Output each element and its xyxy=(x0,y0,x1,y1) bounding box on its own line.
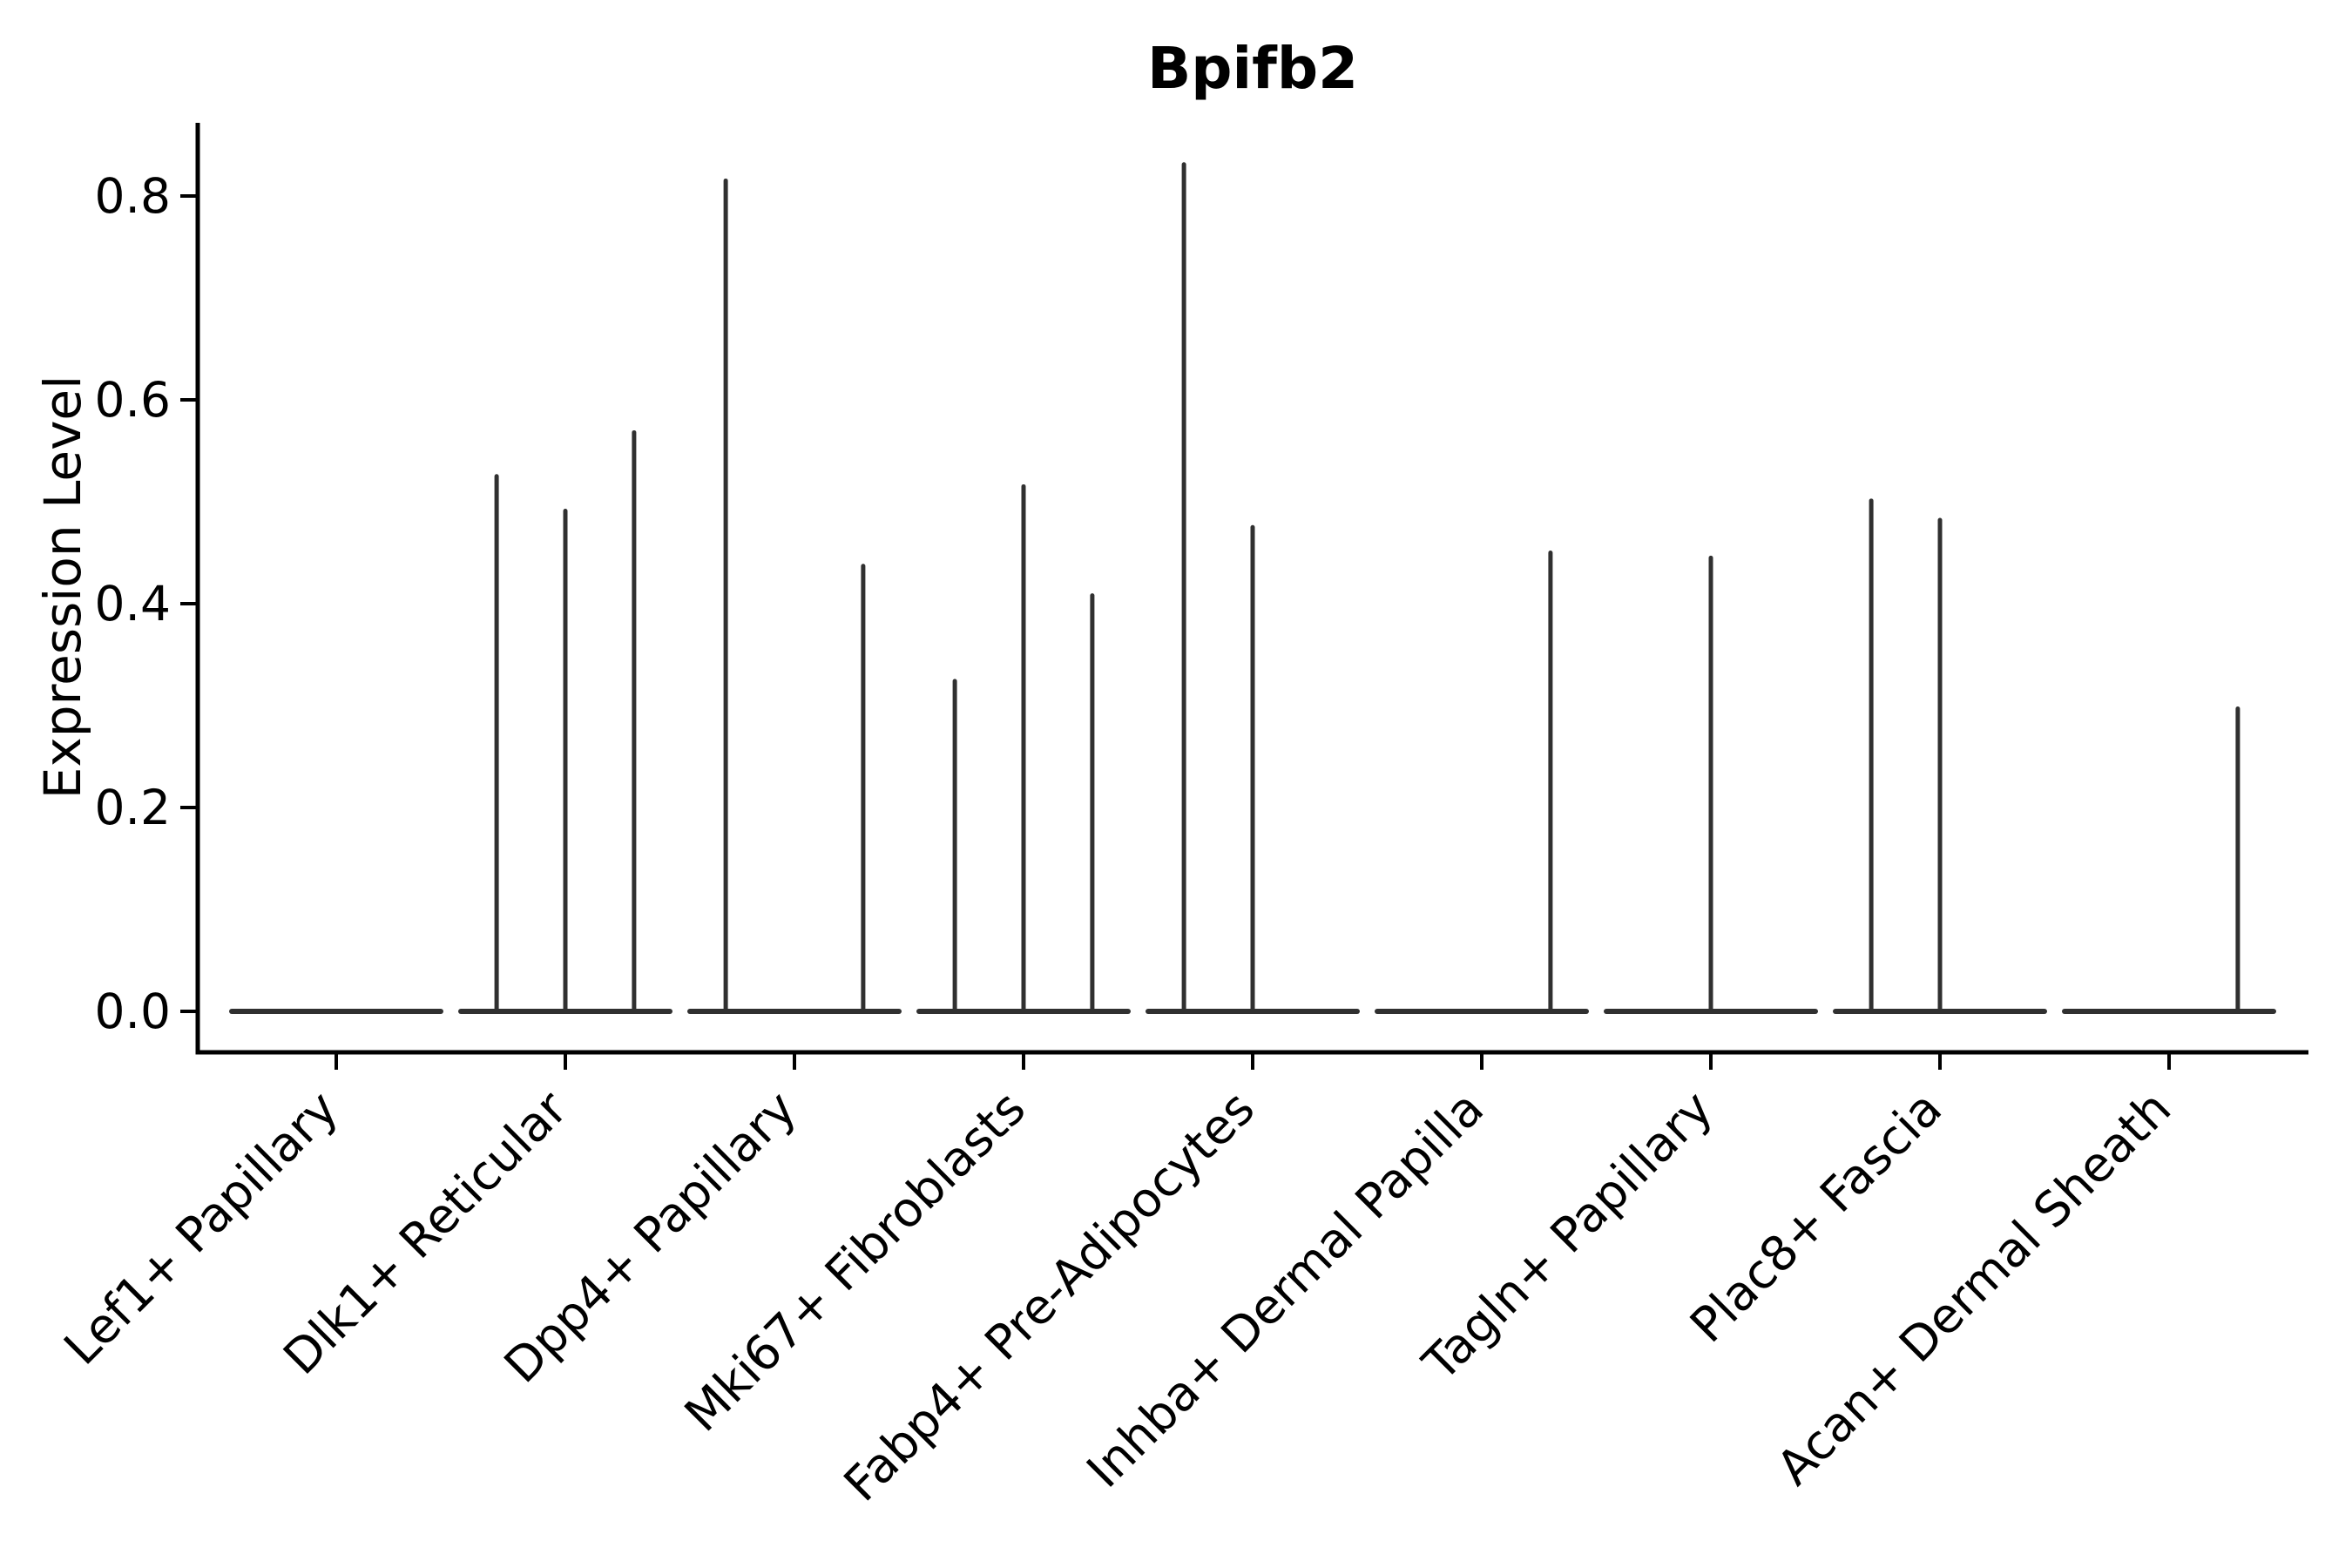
x-tick-marks xyxy=(335,1052,2171,1070)
y-tick-label: 0.6 xyxy=(95,372,171,428)
y-tick-labels: 0.0 0.2 0.4 0.6 0.8 xyxy=(95,168,171,1039)
y-axis-label: Expression Level xyxy=(33,375,92,799)
axis-spines xyxy=(195,123,2308,1055)
y-tick-label: 0.8 xyxy=(95,168,171,224)
x-tick-labels: Lef1+ Papillary Dlk1+ Reticular Dpp4+ Pa… xyxy=(53,1080,2181,1512)
violins xyxy=(229,162,2276,1014)
x-tick-label: Fabp4+ Pre-Adipocytes xyxy=(833,1080,1265,1512)
y-tick-label: 0.4 xyxy=(95,576,171,632)
x-tick-label: Inhba+ Dermal Papilla xyxy=(1076,1080,1494,1498)
y-tick-marks xyxy=(180,194,198,1013)
y-tick-label: 0.2 xyxy=(95,780,171,835)
plot-title: Bpifb2 xyxy=(1147,35,1358,102)
y-tick-label: 0.0 xyxy=(95,983,171,1039)
x-tick-label: Acan+ Dermal Sheath xyxy=(1766,1080,2181,1496)
